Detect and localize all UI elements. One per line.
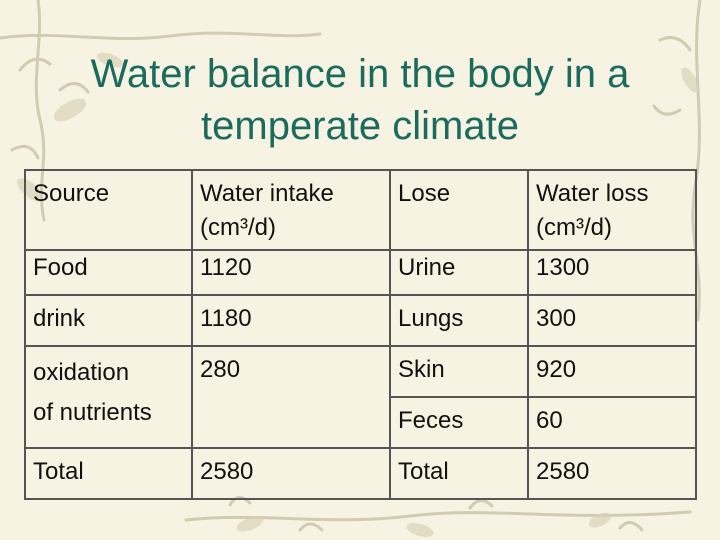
cell-lose: Lungs bbox=[389, 294, 529, 347]
cell-loss: 300 bbox=[527, 294, 697, 347]
cell-source: drink bbox=[24, 294, 193, 347]
cell-source: oxidation of nutrients bbox=[24, 345, 193, 449]
cell-source: Total bbox=[24, 447, 193, 500]
slide-title: Water balance in the body in a temperate… bbox=[20, 48, 700, 152]
cell-loss: 2580 bbox=[527, 447, 697, 500]
header-loss-line-1: Water loss bbox=[536, 180, 649, 207]
cell-lose: Feces bbox=[389, 396, 529, 449]
title-line-2: temperate climate bbox=[201, 104, 519, 148]
cell-lose: Urine bbox=[389, 250, 529, 296]
cell-intake: 2580 bbox=[191, 447, 391, 500]
table-row: drink 1180 Lungs 300 bbox=[24, 294, 697, 347]
header-lose: Lose bbox=[389, 169, 529, 251]
table-row: Feces 60 bbox=[25, 396, 697, 449]
title-line-1: Water balance in the body in a bbox=[90, 52, 630, 96]
cell-intake: 1120 bbox=[191, 250, 391, 296]
cell-source: Food bbox=[24, 250, 193, 296]
cell-intake: 1180 bbox=[191, 294, 391, 347]
header-loss: Water loss (cm³/d) bbox=[527, 169, 697, 251]
cell-loss: 920 bbox=[527, 345, 697, 398]
table-row: Source Water intake (cm³/d) Lose Water l… bbox=[24, 169, 697, 251]
cell-lose: Total bbox=[389, 447, 529, 500]
table-row: Food 1120 Urine 1300 bbox=[24, 250, 697, 296]
header-source-label: Source bbox=[33, 180, 110, 207]
header-intake-line-1: Water intake bbox=[200, 180, 334, 207]
header-loss-line-2: (cm³/d) bbox=[536, 214, 612, 241]
table-row: Total 2580 Total 2580 bbox=[24, 447, 697, 500]
cell-loss: 60 bbox=[527, 396, 697, 449]
header-intake: Water intake (cm³/d) bbox=[191, 169, 391, 251]
cell-loss: 1300 bbox=[527, 250, 697, 296]
header-lose-label: Lose bbox=[398, 180, 451, 207]
water-balance-table: Source Water intake (cm³/d) Lose Water l… bbox=[24, 169, 697, 500]
header-source: Source bbox=[24, 169, 193, 251]
cell-source-line-1: oxidation bbox=[33, 359, 130, 386]
cell-source-line-2: of nutrients bbox=[33, 399, 152, 426]
cell-intake: 280 bbox=[191, 345, 391, 449]
header-intake-line-2: (cm³/d) bbox=[200, 214, 276, 241]
table-row: oxidation of nutrients 280 Skin 920 bbox=[24, 345, 697, 449]
cell-lose: Skin bbox=[389, 345, 529, 398]
